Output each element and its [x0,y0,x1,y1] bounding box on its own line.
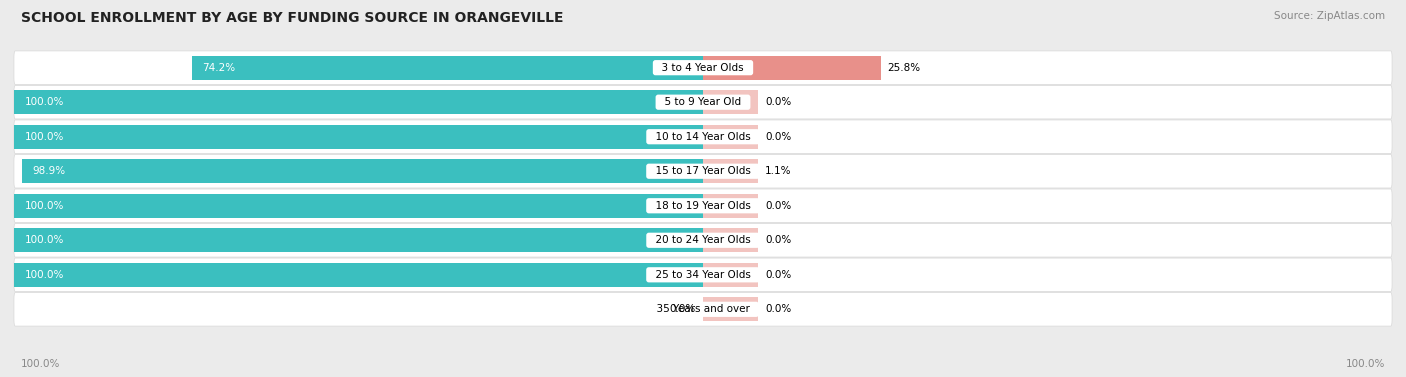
Text: 25.8%: 25.8% [887,63,921,73]
FancyBboxPatch shape [14,155,1392,188]
Text: 3 to 4 Year Olds: 3 to 4 Year Olds [655,63,751,73]
Text: 0.0%: 0.0% [765,235,792,245]
FancyBboxPatch shape [14,120,1392,153]
Text: 100.0%: 100.0% [24,132,63,142]
Text: 0.0%: 0.0% [765,201,792,211]
FancyBboxPatch shape [14,258,1392,291]
Text: 10 to 14 Year Olds: 10 to 14 Year Olds [650,132,756,142]
FancyBboxPatch shape [14,86,1392,119]
Text: 100.0%: 100.0% [24,201,63,211]
Bar [14,194,703,218]
Bar [14,90,703,114]
Text: 20 to 24 Year Olds: 20 to 24 Year Olds [650,235,756,245]
Bar [703,194,758,218]
Text: 100.0%: 100.0% [1346,359,1385,369]
Bar [703,228,758,252]
Text: 1.1%: 1.1% [765,166,792,176]
Text: 0.0%: 0.0% [765,304,792,314]
Text: 100.0%: 100.0% [24,270,63,280]
Text: 100.0%: 100.0% [24,235,63,245]
Text: 35 Years and over: 35 Years and over [650,304,756,314]
Bar [14,125,703,149]
Text: 15 to 17 Year Olds: 15 to 17 Year Olds [648,166,758,176]
FancyBboxPatch shape [14,293,1392,326]
Text: Source: ZipAtlas.com: Source: ZipAtlas.com [1274,11,1385,21]
Bar [703,125,758,149]
Text: 100.0%: 100.0% [21,359,60,369]
FancyBboxPatch shape [14,224,1392,257]
Text: 0.0%: 0.0% [765,132,792,142]
FancyBboxPatch shape [14,189,1392,222]
Bar [703,90,758,114]
Text: 100.0%: 100.0% [24,97,63,107]
Bar [21,159,703,183]
Text: SCHOOL ENROLLMENT BY AGE BY FUNDING SOURCE IN ORANGEVILLE: SCHOOL ENROLLMENT BY AGE BY FUNDING SOUR… [21,11,564,25]
Text: 0.0%: 0.0% [765,270,792,280]
FancyBboxPatch shape [14,51,1392,84]
Text: 0.0%: 0.0% [765,97,792,107]
Bar [191,55,703,80]
Bar [703,55,880,80]
Bar [703,159,758,183]
Bar [14,263,703,287]
Text: 0.0%: 0.0% [669,304,696,314]
Text: 98.9%: 98.9% [32,166,65,176]
Text: 74.2%: 74.2% [202,63,235,73]
Bar [703,263,758,287]
Bar [14,228,703,252]
Text: 18 to 19 Year Olds: 18 to 19 Year Olds [648,201,758,211]
Text: 5 to 9 Year Old: 5 to 9 Year Old [658,97,748,107]
Bar [703,297,758,322]
Text: 25 to 34 Year Olds: 25 to 34 Year Olds [648,270,758,280]
